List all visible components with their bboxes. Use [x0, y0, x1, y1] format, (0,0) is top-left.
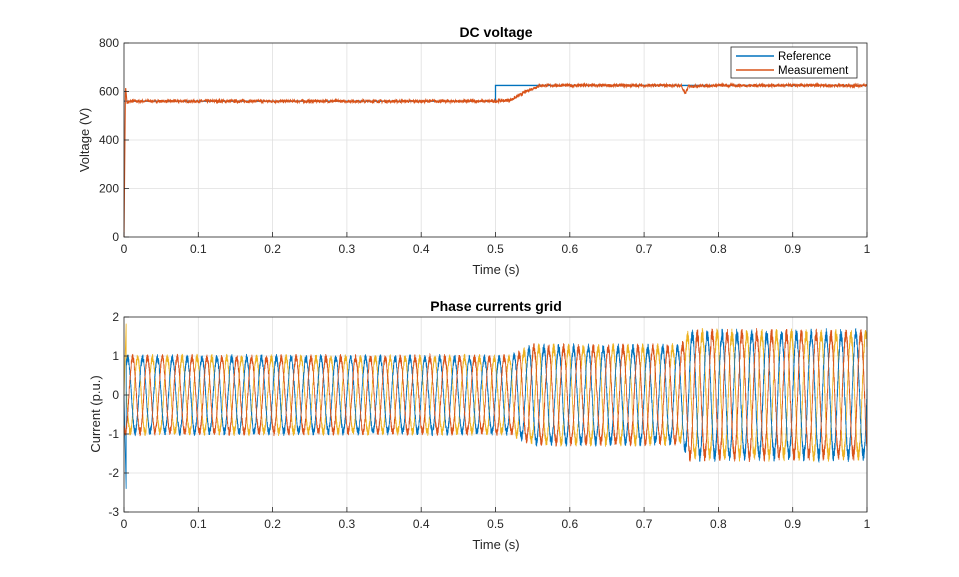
y-tick-label-0: 0 [112, 388, 119, 402]
x-tick-label-0-2: 0.2 [264, 517, 281, 531]
x-tick-label-0-4: 0.4 [413, 517, 430, 531]
phase-currents-title: Phase currents grid [430, 298, 562, 314]
y-tick-label-400: 400 [99, 133, 119, 147]
x-tick-label-0-6: 0.6 [561, 242, 578, 256]
x-tick-label-1: 1 [864, 517, 871, 531]
dc-voltage-axes: 0 0.1 0.2 0.3 0.4 0.5 0.6 0.7 0.8 0.9 1 0 200 400 600… [77, 24, 871, 277]
phase-current-line-3 [123, 323, 868, 462]
x-tick-label-0-7: 0.7 [636, 242, 653, 256]
x-tick-label-0: 0 [121, 517, 128, 531]
series-line-measurement [123, 81, 868, 238]
legend-label-measurement: Measurement [778, 65, 849, 77]
dc-voltage-y-ticks: 0 200 400 600 800 [99, 36, 129, 244]
x-tick-label-0-1: 0.1 [190, 242, 207, 256]
phase-currents-axes: 0 0.1 0.2 0.3 0.4 0.5 0.6 0.7 0.8 0.9 1 -3-2-1012 … [88, 298, 871, 552]
phase-current-line-2 [123, 328, 868, 463]
phase-current-line-1 [123, 327, 868, 489]
phase-currents-xlabel: Time (s) [472, 537, 519, 552]
x-tick-label-0-7: 0.7 [636, 517, 653, 531]
y-tick-label-600: 600 [99, 85, 119, 99]
y-tick-label-2: 2 [112, 310, 119, 324]
y-tick-label--1: -1 [108, 427, 119, 441]
phase-currents-ylabel: Current (p.u.) [88, 375, 103, 452]
phase-currents-y-ticks: -3 -2 -1 0 1 2 [108, 310, 129, 519]
dc-voltage-ylabel: Voltage (V) [77, 108, 92, 172]
x-tick-label-1: 1 [864, 242, 871, 256]
x-tick-label-0-9: 0.9 [784, 517, 801, 531]
x-tick-label-0-4: 0.4 [413, 242, 430, 256]
dc-voltage-title: DC voltage [459, 24, 532, 40]
legend-label-reference: Reference [778, 51, 831, 63]
x-tick-label-0-3: 0.3 [339, 517, 356, 531]
x-tick-label-0-5: 0.5 [487, 242, 504, 256]
y-tick-label-0: 0 [112, 230, 119, 244]
x-tick-label-0-3: 0.3 [339, 242, 356, 256]
dc-voltage-x-ticks: 0 0.1 0.2 0.3 0.4 0.5 0.6 0.7 0.8 0.9 1 [121, 232, 871, 256]
x-tick-label-0-6: 0.6 [561, 517, 578, 531]
dc-voltage-xlabel: Time (s) [472, 262, 519, 277]
y-tick-label-1: 1 [112, 349, 119, 363]
dc-voltage-lines [123, 81, 868, 238]
dc-voltage-legend: Reference Measurement [730, 46, 858, 79]
legend-box [730, 46, 858, 79]
phase-currents-lines [123, 323, 868, 489]
x-tick-label-0-8: 0.8 [710, 517, 727, 531]
x-tick-label-0-9: 0.9 [784, 242, 801, 256]
x-tick-label-0-2: 0.2 [264, 242, 281, 256]
x-tick-label-0-1: 0.1 [190, 517, 207, 531]
x-tick-label-0-5: 0.5 [487, 517, 504, 531]
x-tick-label-0-8: 0.8 [710, 242, 727, 256]
y-tick-label-200: 200 [99, 182, 119, 196]
y-tick-label-800: 800 [99, 36, 119, 50]
y-tick-label--3: -3 [108, 505, 119, 519]
y-tick-label--2: -2 [108, 466, 119, 480]
phase-currents-x-ticks: 0 0.1 0.2 0.3 0.4 0.5 0.6 0.7 0.8 0.9 1 [121, 507, 871, 531]
x-tick-label-0: 0 [121, 242, 128, 256]
